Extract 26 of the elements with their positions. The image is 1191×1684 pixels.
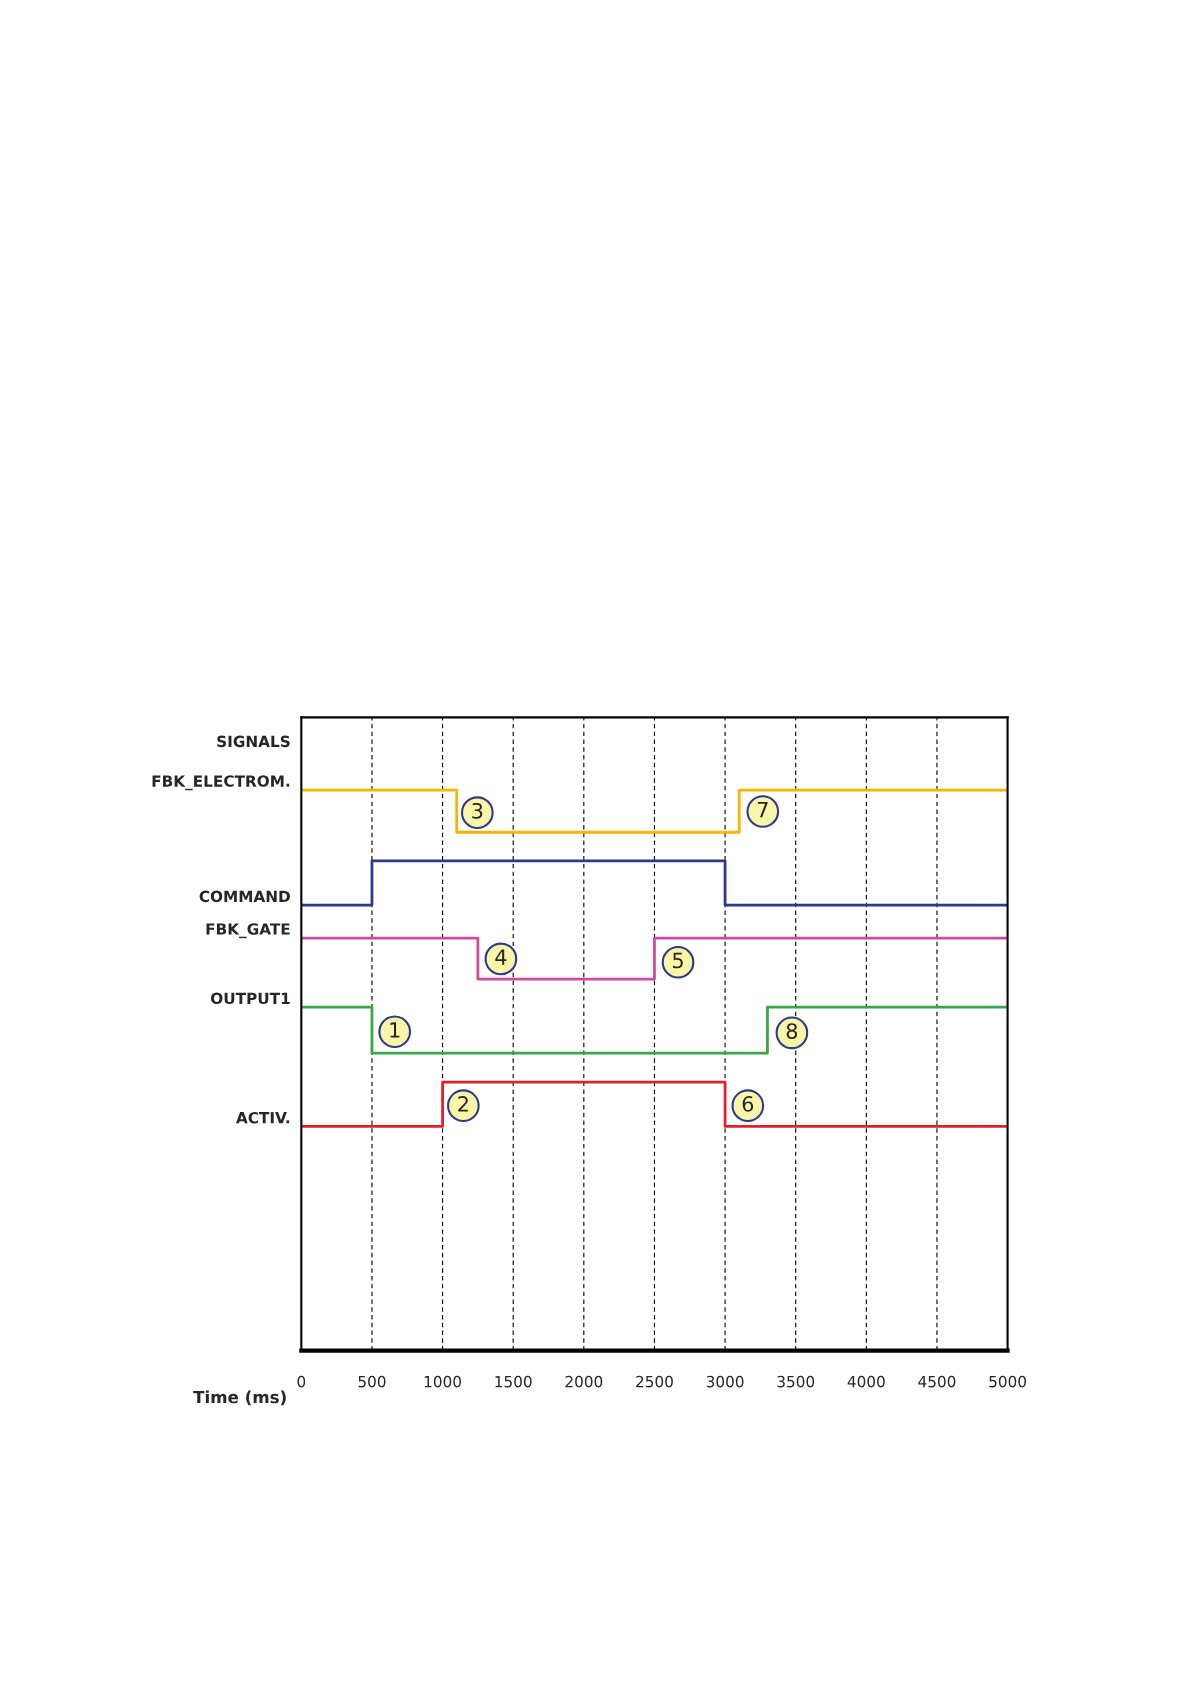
annotation: 6 [742,1095,754,1112]
annotation: 1 [390,1022,400,1038]
x-tick-label: 2000 [565,1375,603,1388]
x-tick-label: 2500 [636,1375,673,1388]
annotation: 8 [786,1023,798,1039]
series-label: OUTPUT1 [211,992,290,1005]
x-tick-label: 3500 [777,1375,815,1388]
series-label: ACTIV. [236,1111,290,1124]
annotation: 5 [673,952,683,969]
annotation: 7 [757,802,768,818]
x-tick-label: 3000 [706,1375,744,1388]
x-tick-label: 0 [297,1375,306,1388]
y-axis-title: SIGNALS [217,735,290,748]
annotation: 2 [458,1095,468,1112]
x-tick-label: 4000 [847,1375,885,1388]
annotation: 4 [495,949,507,965]
x-tick-label: 500 [358,1375,386,1388]
series-label: COMMAND [199,890,290,903]
x-tick-label: 1000 [424,1375,461,1388]
series-label: FBK_ELECTROM. [152,775,290,791]
annotation: 3 [472,802,483,819]
x-tick-label: 4500 [918,1375,956,1388]
x-tick-label: 1500 [495,1375,532,1388]
series-label: FBK_GATE [206,923,290,939]
x-tick-label: 5000 [989,1375,1027,1388]
x-axis-title: Time (ms) [193,1390,286,1406]
